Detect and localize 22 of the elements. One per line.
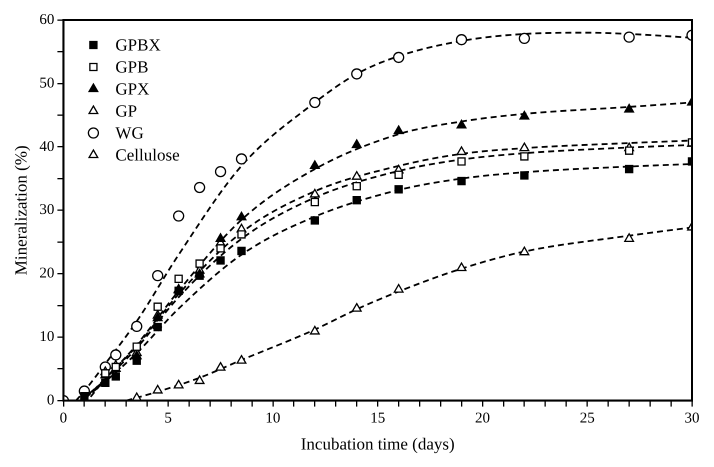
x-tick-label: 25 xyxy=(580,410,595,427)
y-tick-label: 20 xyxy=(39,266,54,282)
legend-label: GPX xyxy=(115,79,150,98)
y-tick-label: 30 xyxy=(39,202,54,218)
y-tick-label: 40 xyxy=(39,138,54,155)
legend-label: GP xyxy=(115,101,138,120)
legend-label: GPB xyxy=(115,57,148,76)
legend-label: WG xyxy=(115,123,144,142)
x-tick-label: 15 xyxy=(370,410,386,427)
x-tick-label: 10 xyxy=(265,410,280,427)
legend-label: Cellulose xyxy=(115,145,180,164)
y-tick-label: 50 xyxy=(39,75,54,92)
y-tick-label: 10 xyxy=(39,329,54,346)
x-tick-label: 30 xyxy=(684,410,700,427)
y-tick-label: 60 xyxy=(39,12,54,28)
y-tick-label: 0 xyxy=(46,392,54,409)
x-tick-label: 0 xyxy=(60,410,68,427)
x-axis-title: Incubation time (days) xyxy=(300,434,455,454)
legend-label: GPBX xyxy=(115,35,161,54)
x-tick-label: 20 xyxy=(474,410,490,427)
y-axis-title: Mineralization (%) xyxy=(12,145,31,276)
x-tick-label: 5 xyxy=(164,410,172,427)
